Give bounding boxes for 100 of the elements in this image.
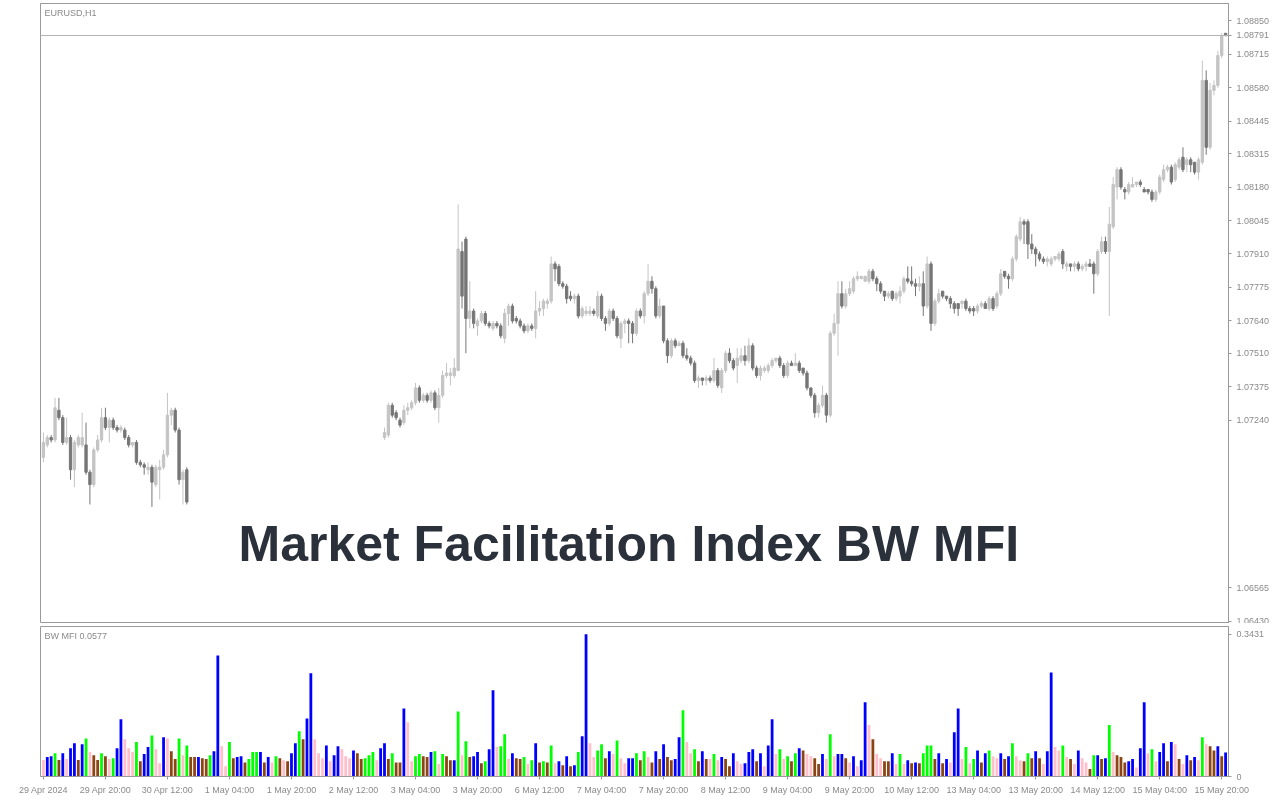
bar — [824, 759, 828, 777]
bar — [693, 749, 696, 777]
bar — [235, 757, 239, 777]
x-tick-label: 9 May 04:00 — [762, 784, 813, 795]
bar — [790, 761, 793, 777]
candlestick — [824, 392, 829, 424]
bar — [1049, 672, 1053, 777]
bar — [383, 743, 386, 777]
bar — [1189, 760, 1193, 777]
y-tick-label: 1.08715 — [1236, 49, 1270, 60]
bar — [42, 759, 45, 777]
bar — [654, 751, 658, 777]
candlestick — [840, 280, 844, 310]
bar — [1162, 743, 1165, 777]
bar — [1061, 745, 1065, 777]
candlestick — [1169, 164, 1173, 186]
bar — [456, 711, 460, 777]
bar — [751, 749, 755, 777]
bar — [1096, 755, 1100, 777]
bar — [848, 762, 852, 777]
bar — [983, 753, 987, 777]
bar — [635, 753, 638, 777]
bar — [1011, 743, 1014, 777]
bar — [480, 763, 483, 777]
x-tick-label: 3 May 04:00 — [390, 784, 441, 795]
bar — [220, 746, 224, 777]
y-tick-label: 1.08445 — [1236, 116, 1270, 127]
bar — [185, 745, 189, 777]
bar — [138, 761, 142, 777]
bar — [394, 762, 398, 777]
bar — [414, 756, 417, 777]
bar — [642, 751, 646, 777]
bar — [879, 758, 883, 777]
bar — [755, 761, 758, 777]
y-tick-label: 1.07640 — [1236, 315, 1270, 326]
bar — [282, 760, 286, 777]
bar — [363, 758, 367, 777]
bar — [324, 745, 328, 777]
candlestick — [471, 308, 476, 329]
candlestick — [716, 367, 720, 389]
bar — [507, 759, 510, 777]
bar — [844, 758, 848, 777]
bar — [569, 766, 572, 777]
bar — [1197, 760, 1200, 777]
candlestick — [669, 337, 673, 359]
bar — [704, 759, 708, 777]
bar — [476, 752, 479, 777]
bar — [76, 759, 80, 777]
bar — [452, 760, 456, 777]
bar — [666, 757, 669, 777]
bar — [503, 734, 507, 777]
bar — [720, 757, 724, 777]
candlestick — [747, 337, 751, 364]
bar — [813, 758, 817, 777]
y-tick-label: 1.07910 — [1236, 248, 1270, 259]
candlestick — [181, 469, 185, 505]
bar — [538, 762, 541, 777]
bar — [627, 758, 631, 777]
candlestick — [1022, 218, 1026, 245]
bar — [1154, 761, 1158, 777]
candlestick — [921, 270, 925, 317]
bar — [111, 758, 115, 777]
bar — [433, 751, 437, 777]
bar — [61, 753, 65, 777]
bar — [386, 759, 390, 777]
bar — [782, 759, 786, 777]
x-tick-label: 29 Apr 2024 — [18, 784, 68, 795]
bar — [871, 739, 875, 777]
x-tick-label: 1 May 20:00 — [266, 784, 317, 795]
bar — [483, 761, 487, 777]
bar — [545, 762, 549, 777]
bar — [821, 754, 824, 777]
bar — [255, 752, 258, 777]
bar — [1220, 756, 1224, 777]
candlestick — [658, 298, 662, 319]
bar — [355, 753, 359, 777]
bar — [464, 741, 468, 777]
bar — [228, 742, 231, 777]
bar — [417, 754, 421, 777]
bar — [231, 758, 235, 777]
candlestick — [402, 404, 406, 426]
bar — [941, 763, 945, 777]
bar — [987, 750, 991, 777]
bar — [549, 745, 553, 777]
bar — [1100, 759, 1103, 777]
y-tick-label: 1.08045 — [1236, 215, 1270, 226]
bar — [1111, 752, 1115, 777]
bar — [1018, 760, 1022, 777]
bar — [894, 764, 898, 777]
bar — [1169, 742, 1173, 777]
y-tick-label: 1.07375 — [1236, 381, 1270, 392]
bar — [797, 748, 801, 777]
candlestick — [433, 389, 437, 411]
bar — [1216, 746, 1220, 777]
annotation: BW MFI 0.0577 — [44, 630, 108, 641]
bar — [685, 742, 689, 777]
bar — [968, 763, 972, 777]
bar — [914, 762, 917, 777]
bar — [1107, 725, 1111, 777]
bar — [92, 755, 96, 777]
